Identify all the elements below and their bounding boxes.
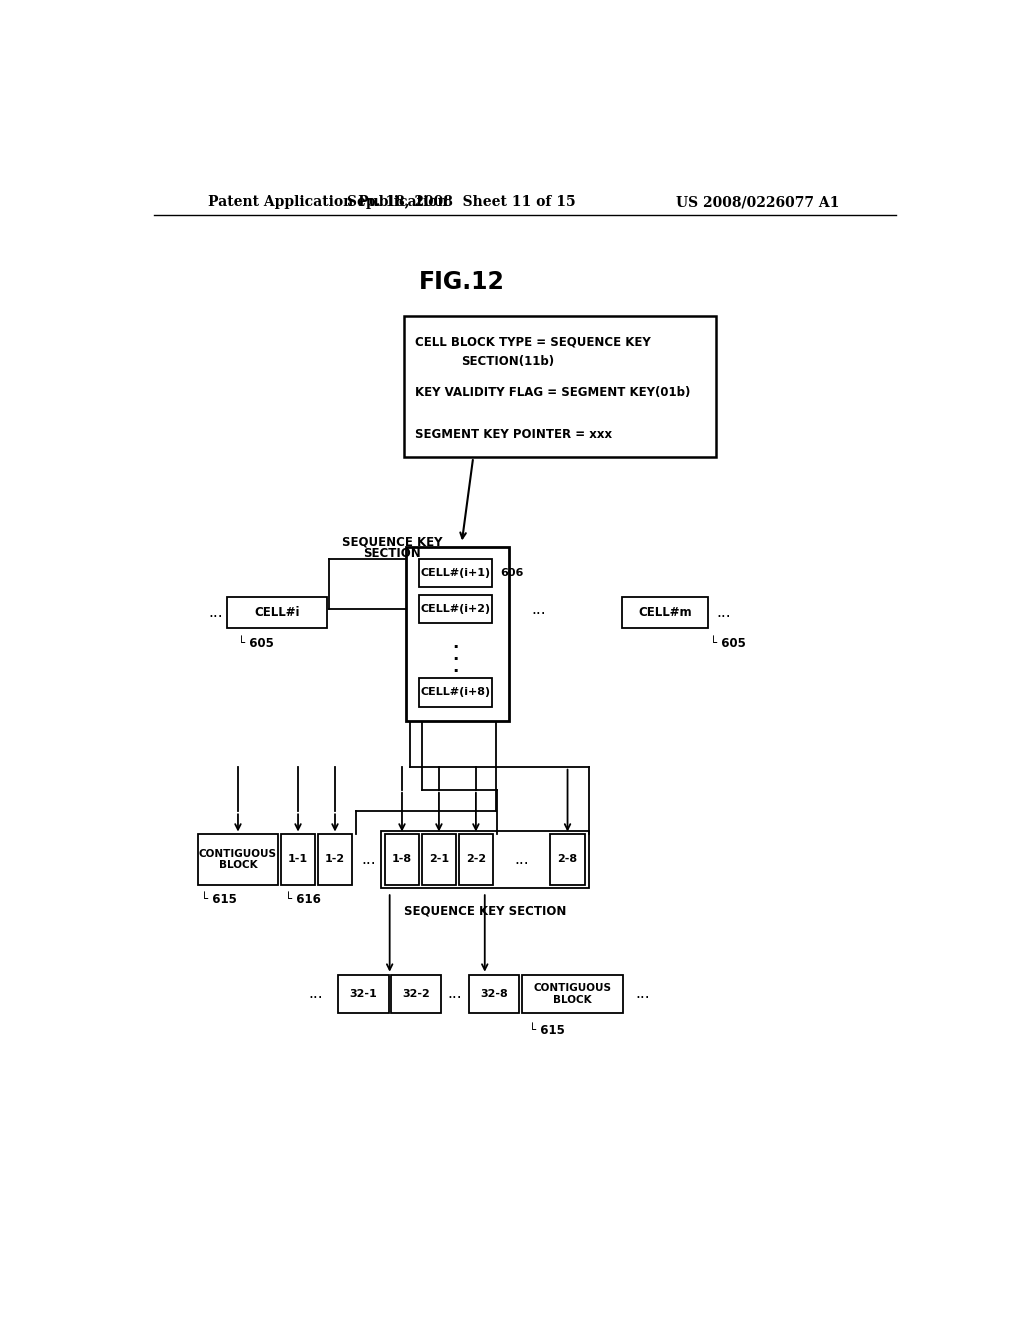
Text: └ 605: └ 605 xyxy=(711,638,746,649)
Bar xyxy=(422,834,457,884)
Text: .: . xyxy=(453,645,459,664)
Text: ...: ... xyxy=(308,986,323,1002)
Text: CONTIGUOUS
BLOCK: CONTIGUOUS BLOCK xyxy=(534,983,611,1005)
Text: ...: ... xyxy=(514,851,529,867)
Text: ...: ... xyxy=(716,605,731,620)
Text: ...: ... xyxy=(635,986,650,1002)
Text: SECTION: SECTION xyxy=(364,546,421,560)
Text: SECTION(11b): SECTION(11b) xyxy=(461,355,554,368)
Text: 1-8: 1-8 xyxy=(392,854,412,865)
Text: FIG.12: FIG.12 xyxy=(419,269,505,293)
Bar xyxy=(226,598,327,628)
Text: 2-8: 2-8 xyxy=(557,854,578,865)
Text: KEY VALIDITY FLAG = SEGMENT KEY(01b): KEY VALIDITY FLAG = SEGMENT KEY(01b) xyxy=(416,385,691,399)
Bar xyxy=(281,834,315,884)
Text: CELL#(i+8): CELL#(i+8) xyxy=(421,688,490,697)
Bar xyxy=(391,974,441,1014)
Text: Sep. 18, 2008  Sheet 11 of 15: Sep. 18, 2008 Sheet 11 of 15 xyxy=(347,195,575,210)
Text: SEGMENT KEY POINTER = xxx: SEGMENT KEY POINTER = xxx xyxy=(416,428,612,441)
Text: CELL#(i+1): CELL#(i+1) xyxy=(421,568,490,578)
Text: 1-1: 1-1 xyxy=(288,854,308,865)
Text: .: . xyxy=(453,657,459,676)
Bar xyxy=(622,598,708,628)
Bar xyxy=(403,317,716,457)
Text: Patent Application Publication: Patent Application Publication xyxy=(208,195,447,210)
Text: 32-2: 32-2 xyxy=(402,989,430,999)
Bar xyxy=(419,595,493,623)
Text: ...: ... xyxy=(447,986,463,1002)
Text: SEQUENCE KEY SECTION: SEQUENCE KEY SECTION xyxy=(403,906,566,917)
Text: 606: 606 xyxy=(500,568,523,578)
Bar xyxy=(419,558,493,587)
Text: └ 605: └ 605 xyxy=(239,638,274,649)
Text: ...: ... xyxy=(361,851,376,867)
Text: ...: ... xyxy=(208,605,222,620)
Bar xyxy=(407,548,509,721)
Text: CONTIGUOUS
BLOCK: CONTIGUOUS BLOCK xyxy=(199,849,276,870)
Bar xyxy=(550,834,585,884)
Text: .: . xyxy=(453,635,459,652)
Text: 2-1: 2-1 xyxy=(429,854,449,865)
Bar xyxy=(521,974,624,1014)
Text: 2-2: 2-2 xyxy=(466,854,486,865)
Text: └ 615: └ 615 xyxy=(202,894,238,907)
Text: CELL#(i+2): CELL#(i+2) xyxy=(421,605,490,614)
Text: CELL BLOCK TYPE = SEQUENCE KEY: CELL BLOCK TYPE = SEQUENCE KEY xyxy=(416,335,651,348)
Bar xyxy=(381,830,589,888)
Bar xyxy=(385,834,419,884)
Text: US 2008/0226077 A1: US 2008/0226077 A1 xyxy=(676,195,839,210)
Bar xyxy=(469,974,519,1014)
Text: CELL#i: CELL#i xyxy=(254,606,300,619)
Bar xyxy=(198,834,279,884)
Text: 1-2: 1-2 xyxy=(325,854,345,865)
Text: CELL#m: CELL#m xyxy=(638,606,692,619)
Text: 32-8: 32-8 xyxy=(480,989,508,999)
Text: 32-1: 32-1 xyxy=(349,989,378,999)
Bar xyxy=(317,834,352,884)
Bar xyxy=(419,678,493,706)
Text: └ 615: └ 615 xyxy=(529,1023,565,1036)
Text: SEQUENCE KEY: SEQUENCE KEY xyxy=(342,536,442,548)
Text: ...: ... xyxy=(531,602,546,616)
Text: └ 616: └ 616 xyxy=(285,894,321,907)
Bar xyxy=(339,974,388,1014)
Bar xyxy=(459,834,494,884)
